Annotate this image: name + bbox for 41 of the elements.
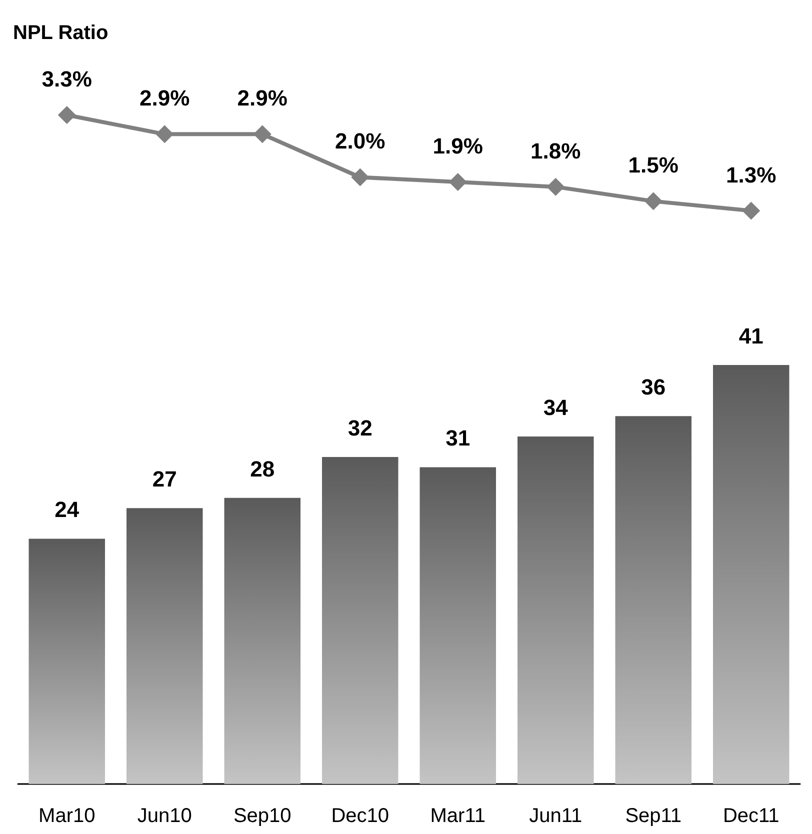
x-tick-label: Sep11: [625, 805, 682, 827]
x-tick-label: Mar11: [430, 805, 486, 827]
bar: [28, 538, 105, 784]
point: [58, 106, 76, 124]
data-label: 36: [641, 374, 666, 400]
data-label: 1.5%: [628, 152, 678, 178]
x-tick-label: Mar10: [38, 805, 96, 827]
x-tick-label: Dec10: [331, 805, 390, 827]
point: [644, 192, 662, 210]
data-label: 1.8%: [530, 138, 581, 164]
chart-title: NPL Ratio: [13, 22, 108, 44]
x-tick-label: Sep10: [233, 805, 292, 827]
point: [253, 125, 272, 144]
x-tick-label: Jun10: [137, 805, 192, 827]
data-label: 3.3%: [42, 66, 92, 92]
bar: [224, 498, 300, 784]
bar: [322, 456, 398, 784]
bar: [713, 365, 790, 784]
data-label: 2.9%: [237, 86, 288, 111]
x-tick-label: Dec11: [722, 805, 780, 827]
point: [351, 168, 370, 186]
data-label: 24: [54, 497, 80, 522]
data-label: 31: [446, 426, 470, 451]
point: [546, 178, 565, 196]
data-label: 32: [348, 415, 372, 440]
bar: [126, 508, 203, 784]
data-label: 2.9%: [140, 86, 190, 111]
point: [742, 202, 760, 220]
data-label: 27: [152, 466, 177, 492]
x-tick-label: Jun11: [529, 805, 582, 827]
data-label: 34: [543, 395, 569, 420]
data-label: 28: [250, 456, 275, 482]
data-label: 1.9%: [432, 134, 483, 159]
data-label: 41: [738, 324, 764, 348]
bar: [420, 467, 496, 784]
point: [156, 125, 174, 144]
data-label: 1.3%: [726, 162, 776, 188]
bar: [615, 416, 692, 784]
bar: [518, 436, 594, 784]
data-label: 2.0%: [335, 128, 386, 154]
point: [448, 173, 467, 192]
